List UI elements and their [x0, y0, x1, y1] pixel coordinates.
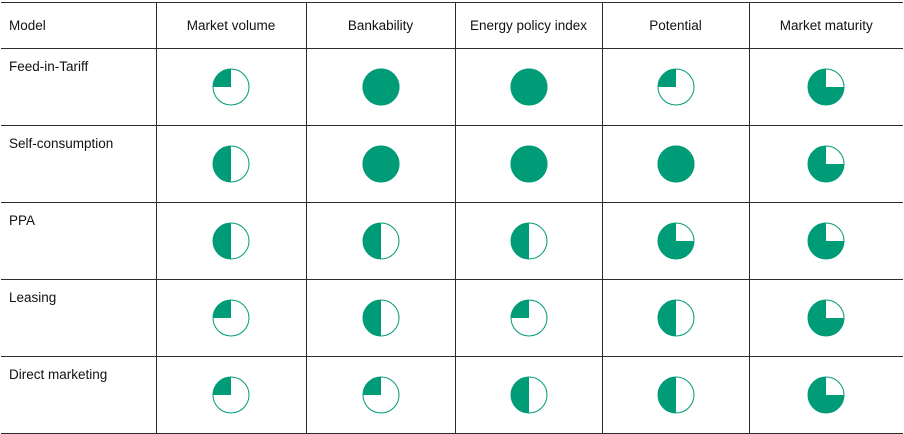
rating-cell [748, 125, 903, 203]
rating-cell [305, 279, 456, 357]
harvey-ball-fill [808, 223, 845, 259]
harvey-ball-fill [657, 69, 676, 87]
rating-cell [601, 356, 750, 434]
rating-cell [155, 202, 307, 280]
table-row: Self-consumption [1, 125, 903, 203]
rating-cell [305, 125, 456, 203]
rating-cell [454, 279, 603, 357]
row-label-ppa: PPA [1, 202, 157, 280]
rating-cell [748, 202, 903, 280]
column-header-market-volume: Market volume [155, 2, 307, 49]
harvey-ball-icon [807, 145, 845, 183]
column-header-model: Model [1, 2, 157, 49]
harvey-ball-fill [213, 223, 231, 259]
rating-cell [454, 202, 603, 280]
rating-cell [454, 356, 603, 434]
harvey-ball-fill [808, 300, 845, 336]
harvey-ball-icon [657, 376, 694, 414]
rating-cell [305, 202, 456, 280]
harvey-ball-fill [213, 377, 231, 395]
harvey-ball-icon [362, 376, 399, 414]
harvey-ball-icon [212, 222, 250, 260]
rating-cell [155, 125, 307, 203]
row-label-direct-marketing: Direct marketing [1, 356, 157, 434]
harvey-ball-icon [212, 376, 250, 414]
harvey-ball-icon [212, 299, 250, 337]
harvey-ball-icon [510, 68, 547, 106]
harvey-ball-fill [808, 146, 845, 182]
harvey-ball-fill [362, 223, 381, 259]
harvey-ball-fill [657, 377, 676, 413]
table-row: Feed-in-Tariff [1, 48, 903, 126]
table-row: PPA [1, 202, 903, 280]
rating-cell [601, 48, 750, 126]
row-label-leasing: Leasing [1, 279, 157, 357]
harvey-ball-icon [657, 68, 694, 106]
harvey-ball-icon [212, 145, 250, 183]
harvey-ball-fill [510, 300, 529, 318]
column-header-energy-policy-index: Energy policy index [454, 2, 603, 49]
rating-cell [454, 48, 603, 126]
rating-cell [748, 48, 903, 126]
harvey-ball-fill [510, 377, 529, 413]
harvey-ball-icon [657, 145, 694, 183]
harvey-ball-fill [808, 69, 845, 105]
table-row: Direct marketing [1, 356, 903, 434]
harvey-ball-icon [510, 145, 547, 183]
harvey-ball-fill [657, 223, 694, 259]
rating-cell [601, 202, 750, 280]
table-row: Leasing [1, 279, 903, 357]
harvey-ball-fill [362, 377, 381, 395]
harvey-ball-fill [213, 146, 231, 182]
rating-cell [748, 279, 903, 357]
column-header-market-maturity: Market maturity [748, 2, 903, 49]
harvey-ball-icon [657, 299, 694, 337]
row-label-feed-in-tariff: Feed-in-Tariff [1, 48, 157, 126]
rating-cell [155, 356, 307, 434]
harvey-ball-icon [807, 299, 845, 337]
harvey-ball-fill [213, 300, 231, 318]
column-header-potential: Potential [601, 2, 750, 49]
harvey-ball-icon [807, 68, 845, 106]
rating-cell [155, 279, 307, 357]
harvey-ball-icon [362, 145, 399, 183]
harvey-ball-fill [510, 223, 529, 259]
column-header-bankability: Bankability [305, 2, 456, 49]
row-label-self-consumption: Self-consumption [1, 125, 157, 203]
harvey-ball-icon [510, 222, 547, 260]
rating-cell [155, 48, 307, 126]
rating-cell [748, 356, 903, 434]
harvey-ball-icon [362, 222, 399, 260]
harvey-ball-icon [212, 68, 250, 106]
rating-cell [601, 125, 750, 203]
rating-cell [305, 356, 456, 434]
harvey-ball-fill [213, 69, 231, 87]
harvey-ball-icon [657, 222, 694, 260]
header-row: Model Market volume Bankability Energy p… [1, 2, 903, 49]
rating-cell [454, 125, 603, 203]
harvey-ball-fill [657, 300, 676, 336]
harvey-ball-icon [807, 222, 845, 260]
harvey-ball-icon [510, 299, 547, 337]
rating-cell [601, 279, 750, 357]
harvey-ball-fill [362, 300, 381, 336]
harvey-ball-icon [510, 376, 547, 414]
harvey-ball-icon [807, 376, 845, 414]
rating-cell [305, 48, 456, 126]
harvey-ball-icon [362, 68, 399, 106]
harvey-ball-icon [362, 299, 399, 337]
